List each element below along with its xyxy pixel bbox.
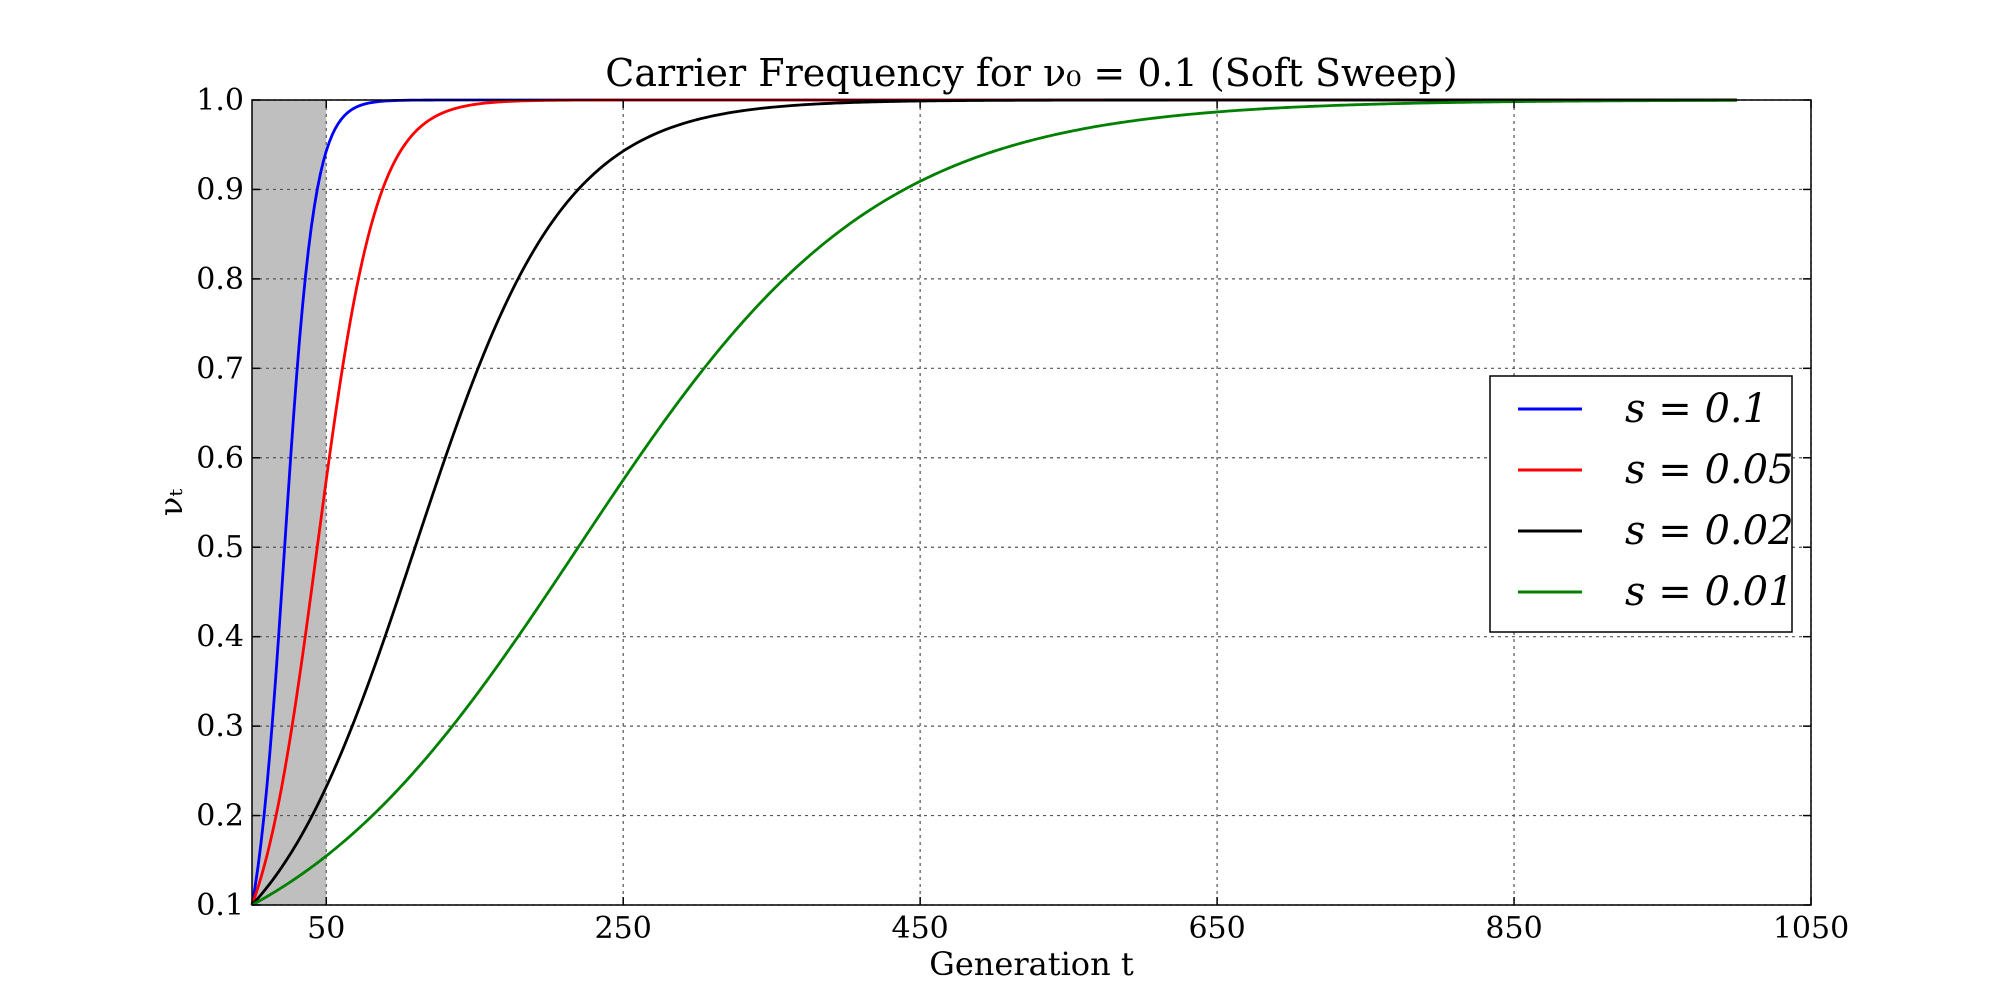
tick-layer: 50 250 450 650 850 1050 0.1 0.2 0.3 0.4 0.5 0.6 0.7 0…	[196, 83, 1849, 946]
y-tick-label: 0.5	[196, 530, 244, 565]
x-tick-label: 50	[307, 911, 345, 946]
y-tick-label: 0.4	[196, 620, 244, 655]
x-tick-label: 450	[892, 911, 949, 946]
y-axis-label: νₜ	[152, 489, 190, 516]
y-tick-label: 0.9	[196, 172, 244, 207]
legend: s = 0.1 s = 0.05 s = 0.02 s = 0.01	[1489, 375, 1794, 633]
plot-frame	[251, 99, 1812, 906]
y-tick-label: 0.6	[196, 441, 244, 476]
y-tick-label: 1.0	[196, 83, 244, 118]
legend-label: s = 0.01	[1625, 569, 1794, 615]
y-tick-label: 0.7	[196, 351, 244, 386]
x-tick-label: 850	[1485, 911, 1542, 946]
series-line-s-0-01	[251, 98, 1737, 907]
y-tick-label: 0.3	[196, 709, 244, 744]
legend-label: s = 0.1	[1625, 386, 1768, 432]
y-tick-label: 0.2	[196, 799, 244, 834]
legend-box	[1489, 375, 1793, 633]
x-tick-label: 250	[595, 911, 652, 946]
legend-label: s = 0.05	[1625, 447, 1794, 493]
shaded-region-layer	[252, 100, 327, 905]
y-tick-label: 0.8	[196, 262, 244, 297]
x-tick-label: 1050	[1773, 911, 1849, 946]
x-tick-label: 650	[1188, 911, 1245, 946]
chart-title: Carrier Frequency for ν₀ = 0.1 (Soft Swe…	[605, 51, 1457, 95]
shaded-region	[252, 100, 327, 905]
legend-label: s = 0.02	[1625, 508, 1794, 554]
y-tick-label: 0.1	[196, 888, 244, 923]
x-axis-label: Generation t	[929, 945, 1134, 983]
